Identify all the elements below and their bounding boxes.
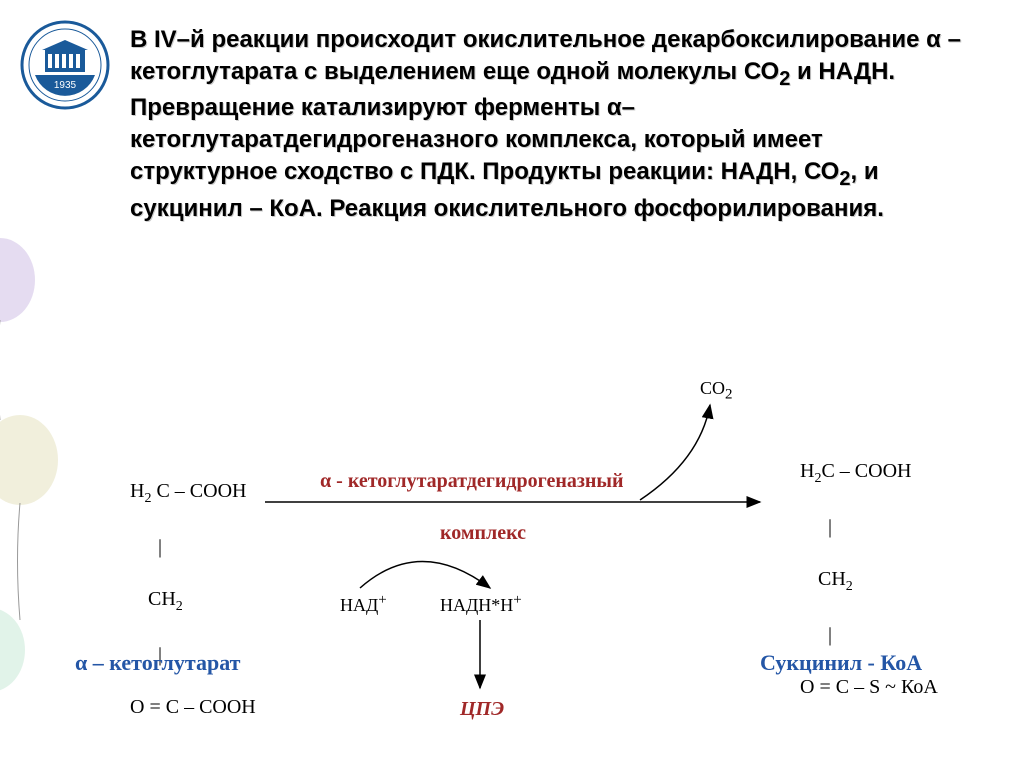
reaction-arrows (60, 370, 980, 740)
reaction-diagram: H2 C – COOH | CH2 | O = C – COOH α – кет… (60, 370, 980, 740)
main-paragraph: В IV–й реакции происходит окислительное … (130, 24, 970, 224)
university-logo: 1935 (20, 20, 110, 110)
svg-text:1935: 1935 (54, 80, 77, 91)
